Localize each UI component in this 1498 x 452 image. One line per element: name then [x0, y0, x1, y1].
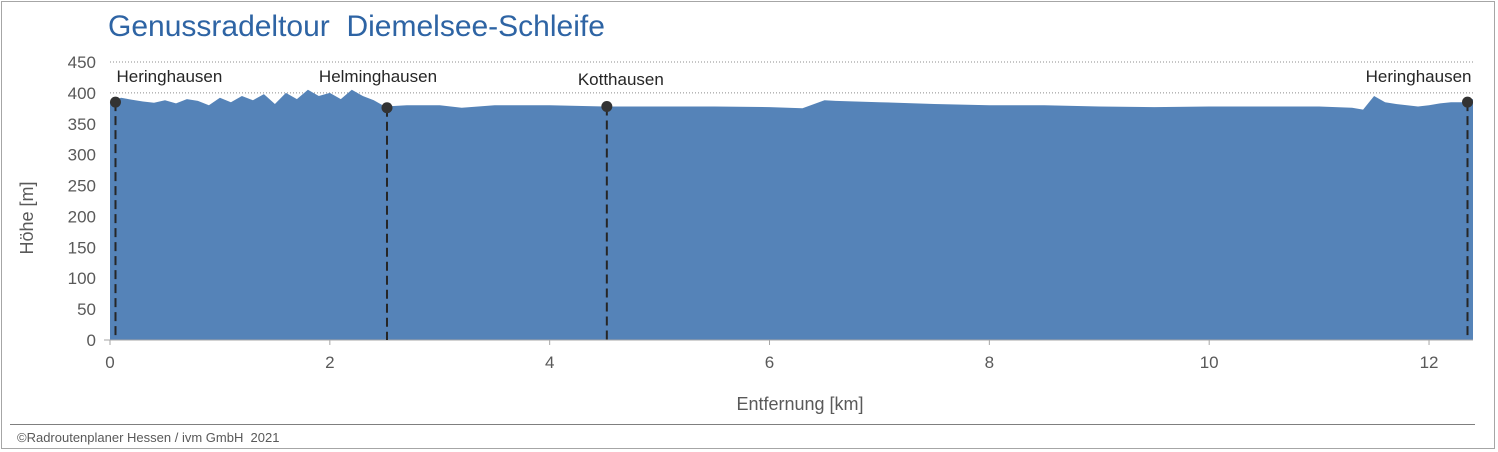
y-tick-label: 50: [77, 300, 96, 319]
waypoint-marker: [601, 100, 613, 112]
y-tick-label: 250: [68, 177, 96, 196]
y-axis-title: Höhe [m]: [17, 181, 37, 254]
chart-title: Genussradeltour Diemelsee-Schleife: [108, 10, 605, 43]
axes: 0 50 100 150 200 250 300 350 400 450 0 2 4 6 8 10 12: [68, 53, 1473, 372]
x-tick-label: 12: [1420, 353, 1439, 372]
waypoint-label: Heringhausen: [1366, 67, 1472, 86]
x-tick-label: 0: [105, 353, 114, 372]
y-tick-label: 100: [68, 269, 96, 288]
waypoint-label: Helminghausen: [319, 67, 437, 86]
waypoint-label: Kotthausen: [578, 70, 664, 89]
elevation-area: [110, 89, 1473, 340]
copyright-text: ©Radroutenplaner Hessen / ivm GmbH 2021: [17, 430, 280, 445]
x-tick-label: 6: [765, 353, 774, 372]
waypoint-marker: [1462, 96, 1474, 108]
area-layer: [110, 89, 1473, 340]
waypoint-marker: [381, 102, 393, 114]
y-tick-label: 300: [68, 146, 96, 165]
y-tick-label: 400: [68, 84, 96, 103]
y-tick-label: 0: [87, 331, 96, 350]
waypoints: Heringhausen Helminghausen Kotthausen Herin…: [109, 67, 1474, 340]
y-tick-label: 450: [68, 53, 96, 72]
y-tick-label: 150: [68, 238, 96, 257]
y-tick-label: 200: [68, 207, 96, 226]
waypoint-label: Heringhausen: [116, 67, 222, 86]
footer-divider: [10, 424, 1475, 425]
x-tick-label: 10: [1200, 353, 1219, 372]
waypoint-marker: [109, 96, 121, 108]
y-tick-label: 350: [68, 115, 96, 134]
x-tick-label: 2: [325, 353, 334, 372]
x-tick-label: 4: [545, 353, 554, 372]
x-tick-label: 8: [985, 353, 994, 372]
x-axis-title: Entfernung [km]: [736, 394, 863, 414]
